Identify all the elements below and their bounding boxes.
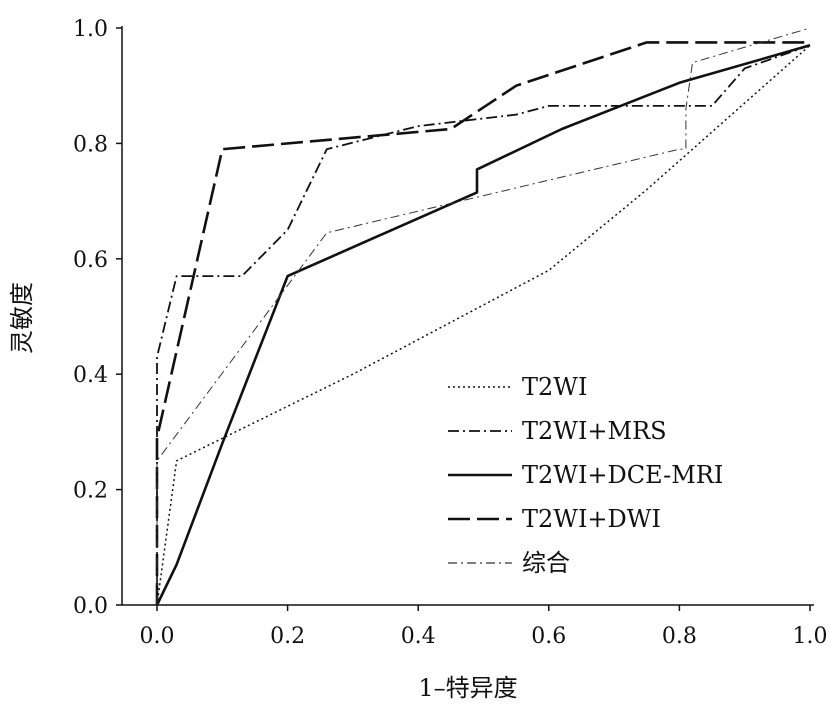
series-layer: [155, 27, 811, 606]
y-tick-label: 0.4: [73, 363, 108, 388]
x-tick-label: 0.0: [140, 624, 175, 649]
series-line-2: [156, 44, 811, 605]
x-tick-label: 0.6: [531, 624, 566, 649]
axes: 0.0 0.2 0.4 0.6 0.8 1.0 0.0 0.2 0.4 0.6 0.8 1.0: [73, 17, 828, 649]
x-tick-label: 0.4: [401, 624, 436, 649]
legend-label-2: T2WI+MRS: [522, 417, 667, 445]
series-line-3: [155, 44, 811, 606]
legend-label-5: 综合: [522, 549, 570, 577]
legend-label-1: T2WI: [522, 373, 587, 401]
x-tick-label: 1.0: [793, 624, 828, 649]
y-tick-label: 0.2: [73, 479, 108, 504]
series-line-5: [156, 27, 811, 605]
x-axis-title: 1–特异度: [418, 674, 517, 702]
x-tick-label: 0.2: [270, 624, 305, 649]
series-line-4: [155, 41, 810, 605]
legend-label-3: T2WI+DCE-MRI: [522, 461, 723, 489]
series-line-1: [156, 44, 811, 606]
x-tick-label: 0.8: [662, 624, 697, 649]
legend-label-4: T2WI+DWI: [522, 505, 661, 533]
y-tick-label: 0.8: [73, 132, 108, 157]
y-axis-title: 灵敏度: [8, 282, 36, 354]
legend: T2WI T2WI+MRS T2WI+DCE-MRI T2WI+DWI 综合: [448, 373, 723, 577]
y-tick-label: 1.0: [73, 17, 108, 42]
y-tick-label: 0.0: [73, 594, 108, 619]
y-tick-label: 0.6: [73, 248, 108, 273]
